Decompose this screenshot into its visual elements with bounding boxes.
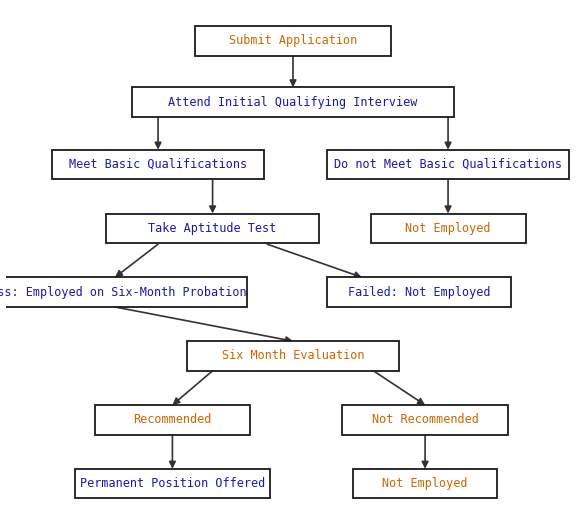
Text: Not Employed: Not Employed (406, 222, 491, 235)
Text: Attend Initial Qualifying Interview: Attend Initial Qualifying Interview (168, 96, 418, 109)
FancyBboxPatch shape (195, 26, 391, 56)
Text: Take Aptitude Test: Take Aptitude Test (148, 222, 277, 235)
Text: Submit Application: Submit Application (229, 34, 357, 47)
Text: Six Month Evaluation: Six Month Evaluation (222, 350, 364, 363)
FancyBboxPatch shape (328, 150, 568, 179)
Text: Not Recommended: Not Recommended (372, 413, 479, 426)
Text: Do not Meet Basic Qualifications: Do not Meet Basic Qualifications (334, 158, 562, 171)
FancyBboxPatch shape (75, 469, 270, 499)
FancyBboxPatch shape (342, 405, 509, 435)
FancyBboxPatch shape (107, 214, 319, 243)
Text: Not Employed: Not Employed (382, 477, 468, 490)
Text: Permanent Position Offered: Permanent Position Offered (80, 477, 265, 490)
FancyBboxPatch shape (187, 341, 399, 371)
FancyBboxPatch shape (0, 277, 247, 307)
FancyBboxPatch shape (370, 214, 526, 243)
FancyBboxPatch shape (132, 88, 454, 117)
Text: Failed: Not Employed: Failed: Not Employed (348, 286, 490, 299)
FancyBboxPatch shape (328, 277, 511, 307)
Text: Recommended: Recommended (133, 413, 212, 426)
FancyBboxPatch shape (52, 150, 264, 179)
FancyBboxPatch shape (353, 469, 497, 499)
FancyBboxPatch shape (95, 405, 250, 435)
Text: Meet Basic Qualifications: Meet Basic Qualifications (69, 158, 247, 171)
Text: Pass: Employed on Six-Month Probation: Pass: Employed on Six-Month Probation (0, 286, 247, 299)
